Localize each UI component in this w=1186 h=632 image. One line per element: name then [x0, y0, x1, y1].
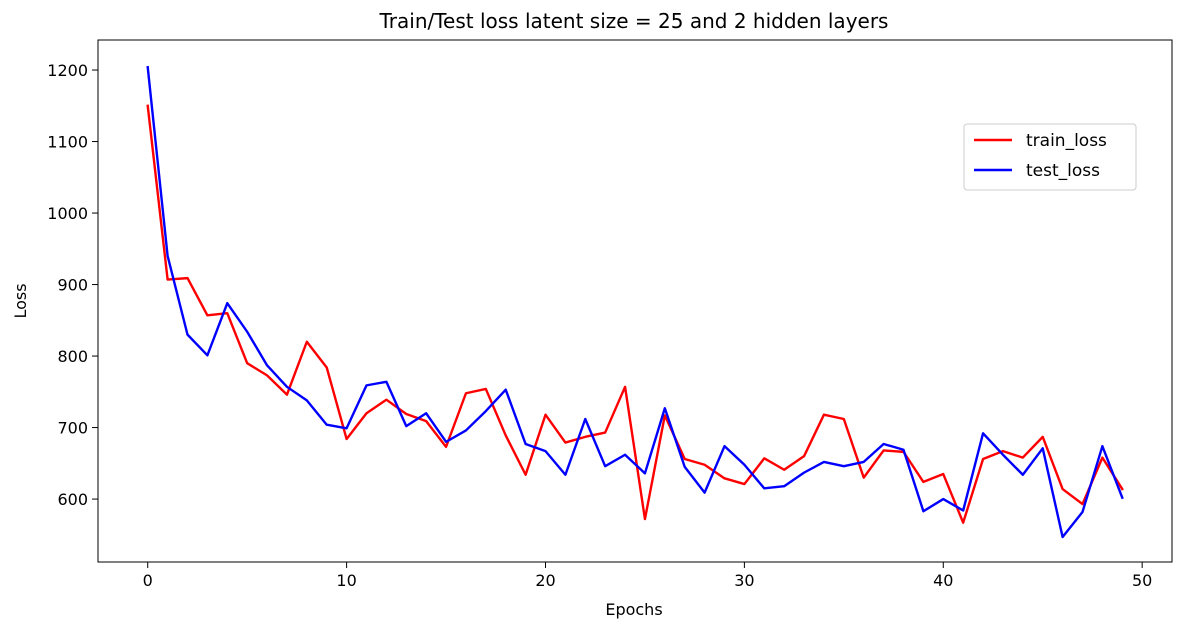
- y-tick-label: 1000: [47, 204, 88, 223]
- chart-title: Train/Test loss latent size = 25 and 2 h…: [379, 9, 889, 33]
- x-tick-label: 20: [535, 571, 555, 590]
- x-tick-label: 30: [734, 571, 754, 590]
- legend: train_loss test_loss: [963, 123, 1137, 191]
- y-tick-label: 700: [57, 419, 88, 438]
- x-tick-label: 50: [1132, 571, 1152, 590]
- x-tick-label: 10: [336, 571, 356, 590]
- series-line-train-loss: [146, 104, 1124, 524]
- y-axis-label: Loss: [11, 283, 30, 318]
- x-tick-label: 0: [143, 571, 153, 590]
- x-axis-label: Epochs: [605, 600, 662, 619]
- y-tick-label: 600: [57, 490, 88, 509]
- x-tick-label: 40: [933, 571, 953, 590]
- series-line-test-loss: [146, 65, 1124, 539]
- legend-label-train-loss: train_loss: [1026, 131, 1107, 151]
- y-tick-label: 1100: [47, 133, 88, 152]
- y-axis: 600 700 800 900 1000 1100 1200: [47, 61, 98, 509]
- y-tick-label: 1200: [47, 61, 88, 80]
- legend-label-test-loss: test_loss: [1026, 161, 1100, 181]
- y-tick-label: 800: [57, 347, 88, 366]
- x-axis: 0 10 20 30 40 50: [143, 562, 1152, 590]
- series-lines: [146, 65, 1124, 539]
- y-tick-label: 900: [57, 276, 88, 295]
- plot-area-frame: [97, 39, 1173, 563]
